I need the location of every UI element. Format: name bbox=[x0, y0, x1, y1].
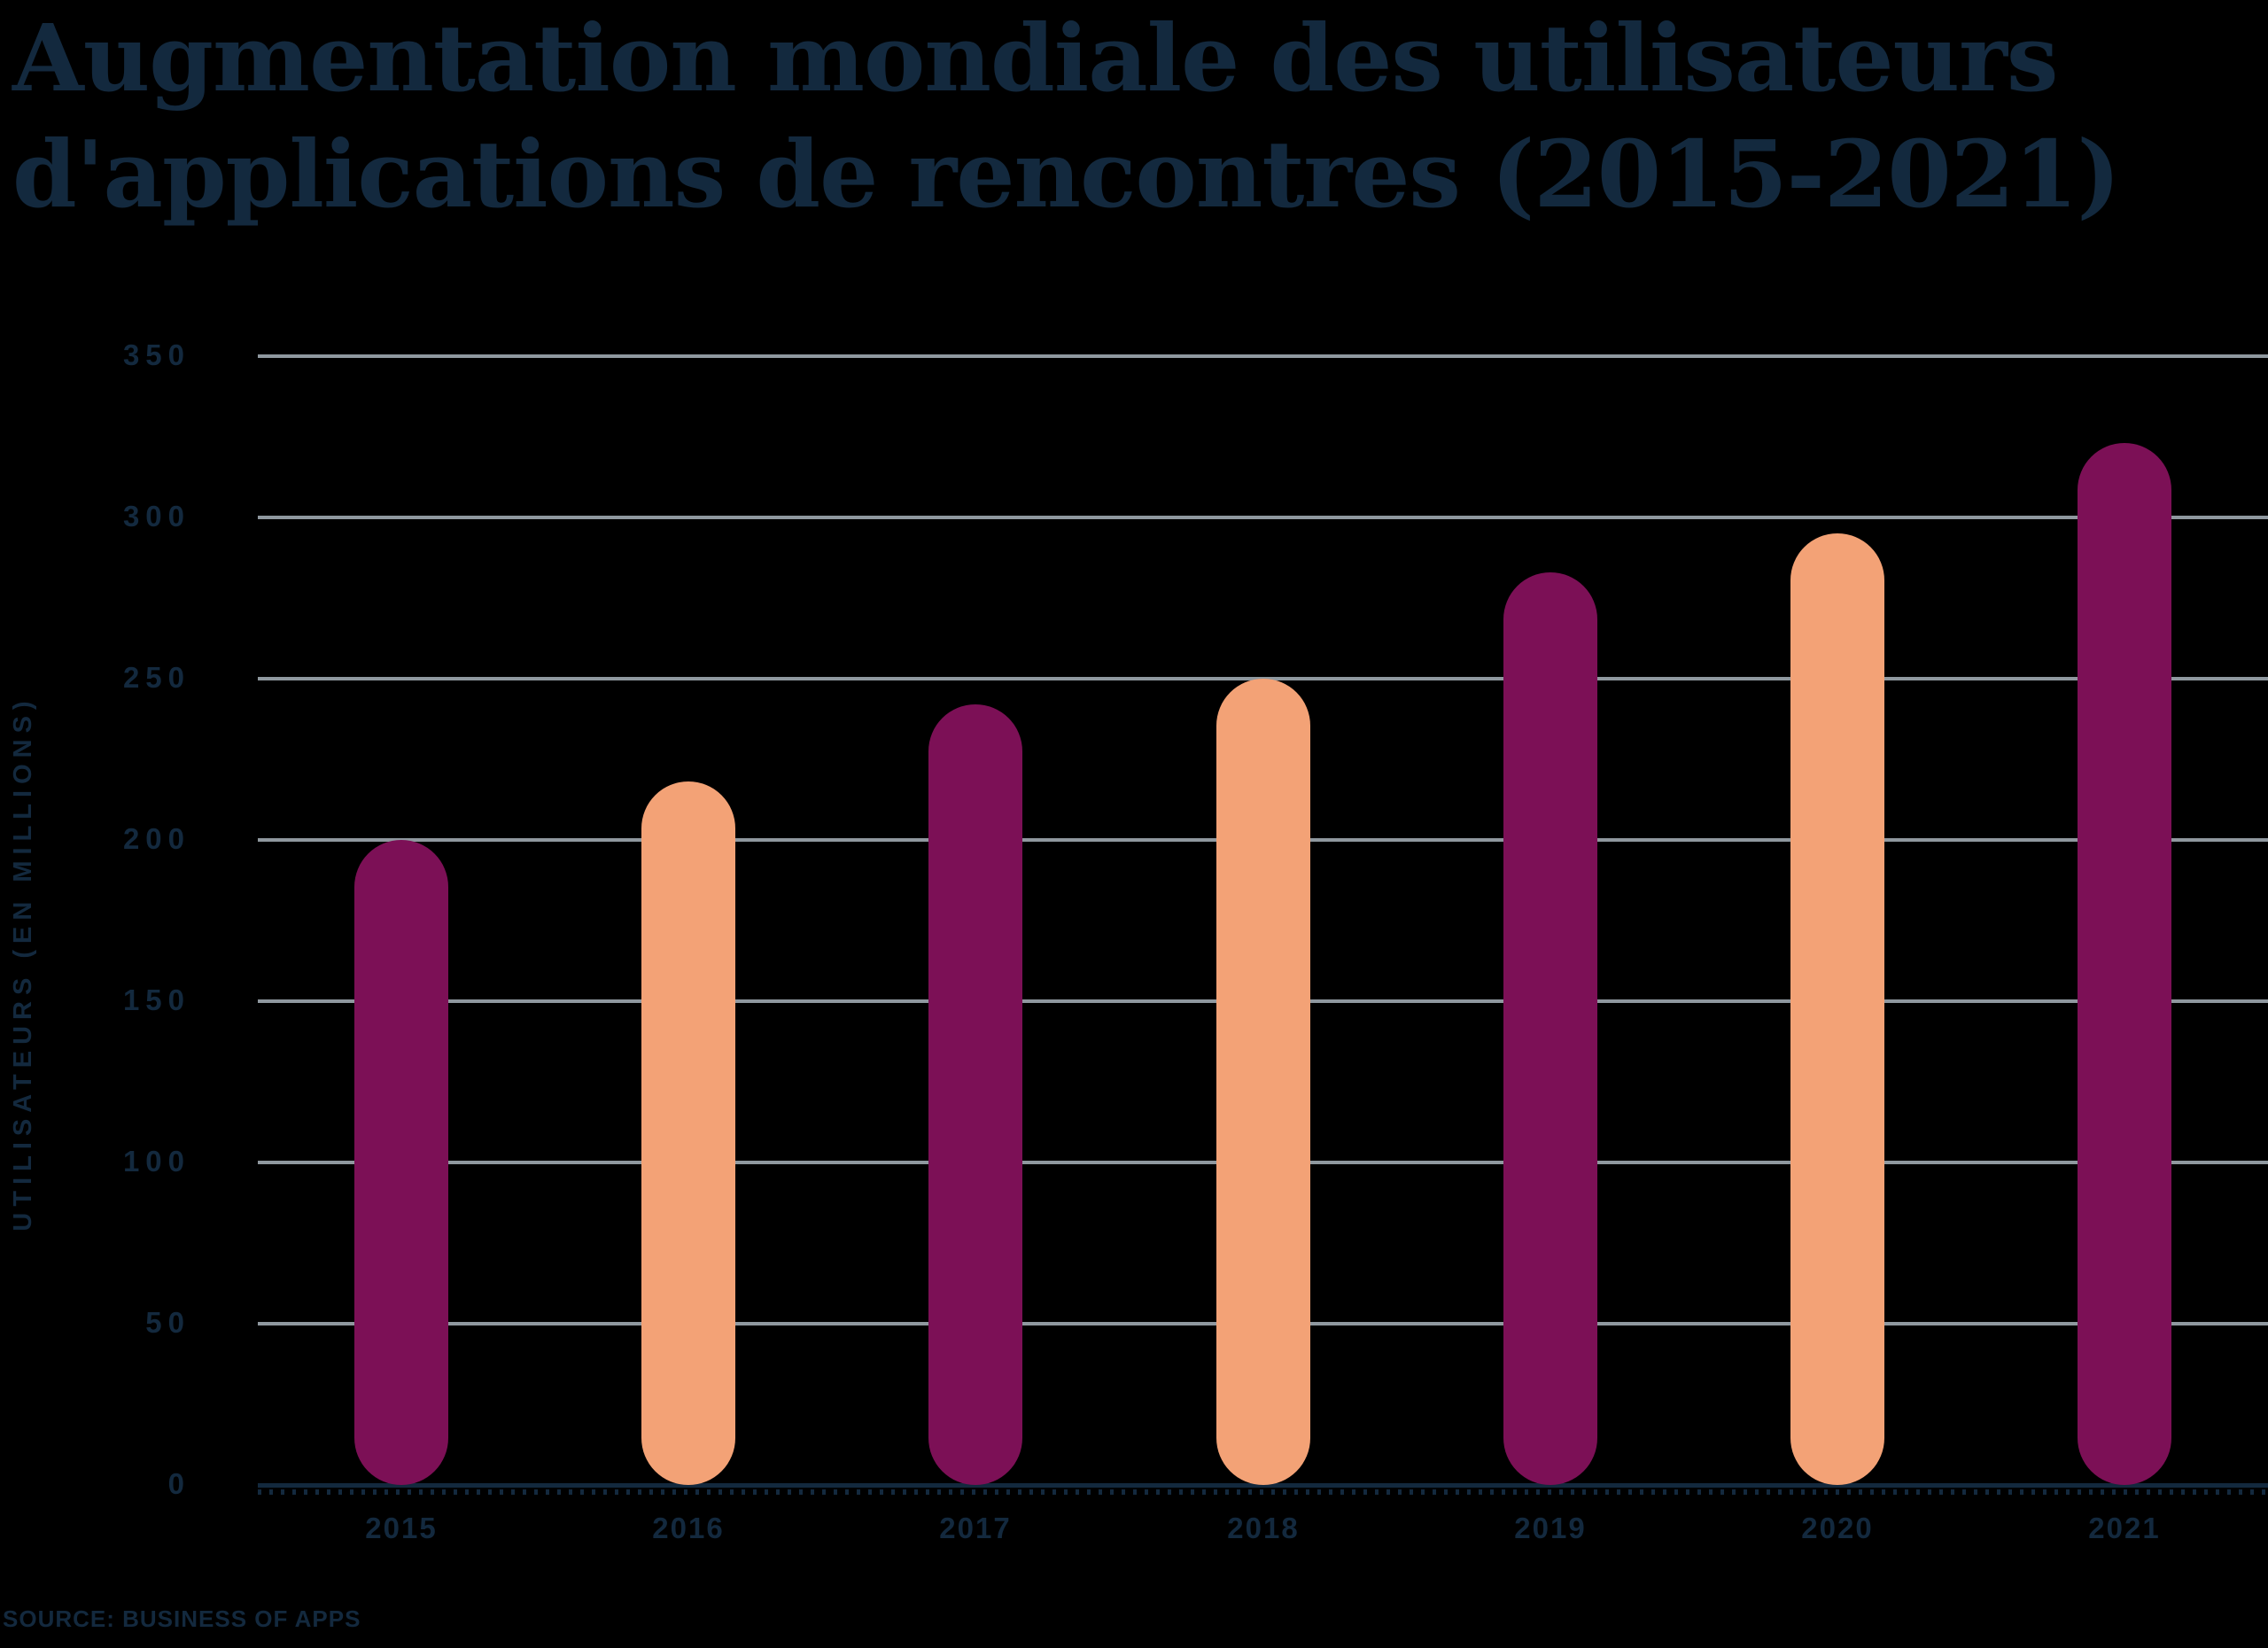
page-title-line2: d'applications de rencontres (2015-2021) bbox=[12, 120, 2121, 229]
source-note: SOURCE: BUSINESS OF APPS bbox=[3, 1605, 361, 1632]
x-tick-label-2020: 2020 bbox=[1801, 1512, 1874, 1544]
x-axis-dashes bbox=[258, 1489, 2268, 1495]
y-tick-label-250: 250 bbox=[122, 661, 190, 694]
bar-2015 bbox=[354, 840, 448, 1485]
gridline-300 bbox=[258, 516, 2268, 519]
y-tick-label-150: 150 bbox=[122, 983, 190, 1016]
y-tick-label-200: 200 bbox=[122, 822, 190, 855]
x-tick-label-2018: 2018 bbox=[1227, 1512, 1300, 1544]
x-tick-label-2015: 2015 bbox=[365, 1512, 438, 1544]
x-axis-line bbox=[258, 1483, 2268, 1488]
y-tick-label-300: 300 bbox=[122, 500, 190, 532]
y-tick-label-50: 50 bbox=[145, 1306, 190, 1339]
bar-2020 bbox=[1790, 533, 1884, 1485]
bar-2017 bbox=[928, 704, 1022, 1485]
page-title: Augmentation mondiale des utilisateurs d… bbox=[12, 0, 2121, 232]
x-tick-label-2017: 2017 bbox=[939, 1512, 1012, 1544]
x-tick-label-2021: 2021 bbox=[2088, 1512, 2161, 1544]
bar-2021 bbox=[2078, 443, 2171, 1485]
y-tick-label-100: 100 bbox=[122, 1145, 190, 1178]
bar-2019 bbox=[1503, 572, 1597, 1485]
bar-2016 bbox=[641, 781, 735, 1485]
page-title-line1: Augmentation mondiale des utilisateurs bbox=[12, 4, 2058, 113]
gridline-350 bbox=[258, 354, 2268, 358]
y-tick-label-350: 350 bbox=[122, 338, 190, 371]
y-tick-label-0: 0 bbox=[167, 1467, 190, 1500]
x-tick-label-2016: 2016 bbox=[652, 1512, 725, 1544]
x-tick-label-2019: 2019 bbox=[1514, 1512, 1587, 1544]
bar-2018 bbox=[1216, 679, 1310, 1485]
